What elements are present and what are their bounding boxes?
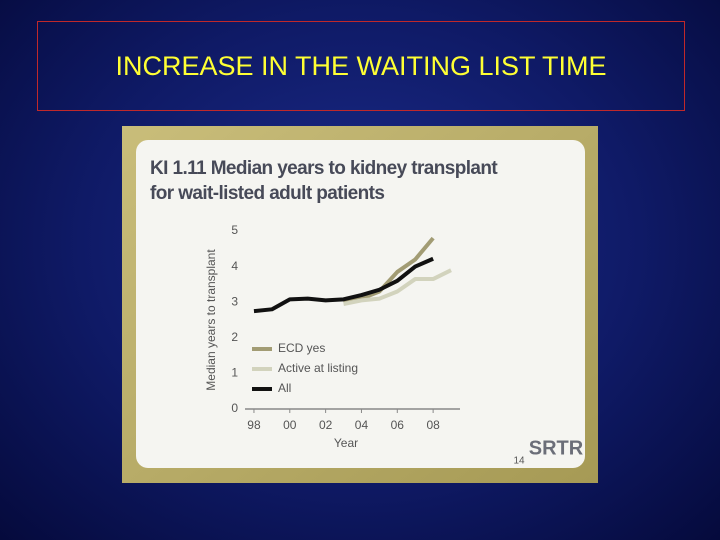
- y-axis-label: Median years to transplant: [204, 249, 218, 391]
- x-tick-label: 98: [247, 418, 261, 432]
- x-tick-label: 02: [319, 418, 333, 432]
- x-tick-label: 08: [426, 418, 440, 432]
- y-tick-label: 2: [231, 330, 238, 344]
- logo: SRTR: [529, 437, 584, 459]
- series-line: [343, 268, 452, 306]
- chart-panel: [136, 140, 585, 468]
- x-tick-label: 06: [391, 418, 405, 432]
- page-number: 14: [513, 456, 525, 467]
- x-tick-label: 00: [283, 418, 297, 432]
- x-tick-label: 04: [355, 418, 369, 432]
- series-line: [253, 256, 434, 314]
- legend-label: Active at listing: [278, 361, 358, 375]
- legend-label: All: [278, 381, 291, 395]
- legend-label: ECD yes: [278, 341, 325, 355]
- slide-title: INCREASE IN THE WAITING LIST TIME: [37, 21, 685, 111]
- x-axis-label: Year: [334, 436, 358, 450]
- chart-title: KI 1.11 Median years to kidney transplan…: [150, 158, 498, 204]
- y-tick-label: 3: [231, 294, 238, 308]
- y-tick-label: 1: [231, 366, 238, 380]
- y-tick-label: 4: [231, 259, 238, 273]
- y-tick-label: 5: [231, 223, 238, 237]
- y-tick-label: 0: [231, 401, 238, 415]
